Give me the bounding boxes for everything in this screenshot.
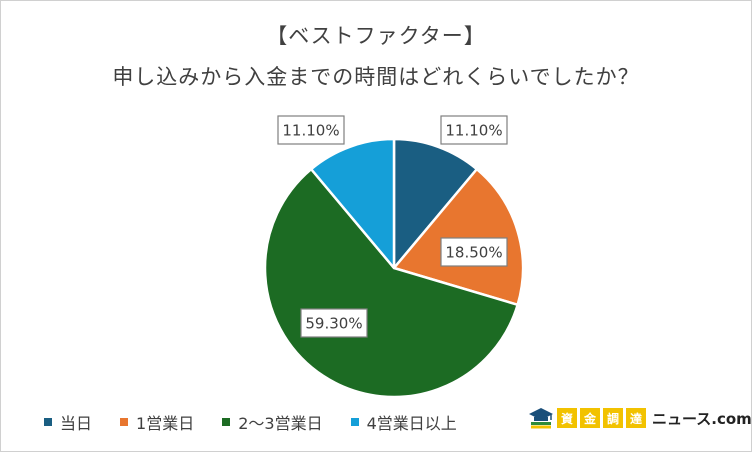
data-label-box: [277, 115, 345, 145]
legend-label: 1営業日: [136, 414, 195, 433]
logo-char: 達: [626, 408, 646, 428]
pie-slice-2-3-business-days: [263, 167, 519, 399]
legend-swatch: [120, 418, 129, 426]
legend-swatch: [222, 418, 231, 426]
data-label: 11.10%: [277, 115, 345, 145]
data-label-box: [440, 115, 508, 145]
legend-item-same-day: 当日: [44, 410, 92, 434]
legend-label: 4営業日以上: [366, 414, 457, 433]
legend-swatch: [350, 418, 359, 426]
legend: 当日 1営業日 2〜3営業日 4営業日以上: [44, 410, 457, 434]
logo-suffix: ニュース.com: [652, 409, 752, 428]
data-label-text: 11.10%: [445, 122, 502, 140]
data-label-box: [440, 237, 508, 267]
pie-slice-same-day: [392, 137, 479, 270]
data-label-text: 18.50%: [445, 244, 502, 262]
legend-label: 2〜3営業日: [238, 414, 323, 433]
logo-char: 金: [580, 408, 600, 428]
pie-slice-1-business-day: [392, 167, 525, 307]
legend-item-4-plus-business-days: 4営業日以上: [350, 410, 457, 434]
site-logo: 資 金 調 達 ニュース.com: [528, 404, 752, 432]
data-label-box: [300, 308, 368, 338]
legend-swatch: [44, 418, 52, 426]
legend-label: 当日: [60, 414, 93, 433]
data-label-text: 59.30%: [305, 315, 362, 333]
logo-char: 調: [603, 408, 623, 428]
data-label-text: 11.10%: [282, 122, 339, 140]
graduation-cap-book-icon: [529, 408, 553, 429]
data-label: 59.30%: [300, 308, 368, 338]
legend-item-1-business-day: 1営業日: [120, 410, 194, 434]
data-label: 11.10%: [440, 115, 508, 145]
logo-char: 資: [557, 408, 577, 428]
data-label: 18.50%: [440, 237, 508, 267]
chart-title-line-2: 申し込みから入金までの時間はどれくらいでしたか？: [112, 65, 640, 89]
pie-slice-4-plus-business-days: [309, 137, 396, 270]
legend-item-2-3-business-days: 2〜3営業日: [222, 410, 323, 434]
chart-title-line-1: 【ベストファクター】: [266, 24, 486, 48]
